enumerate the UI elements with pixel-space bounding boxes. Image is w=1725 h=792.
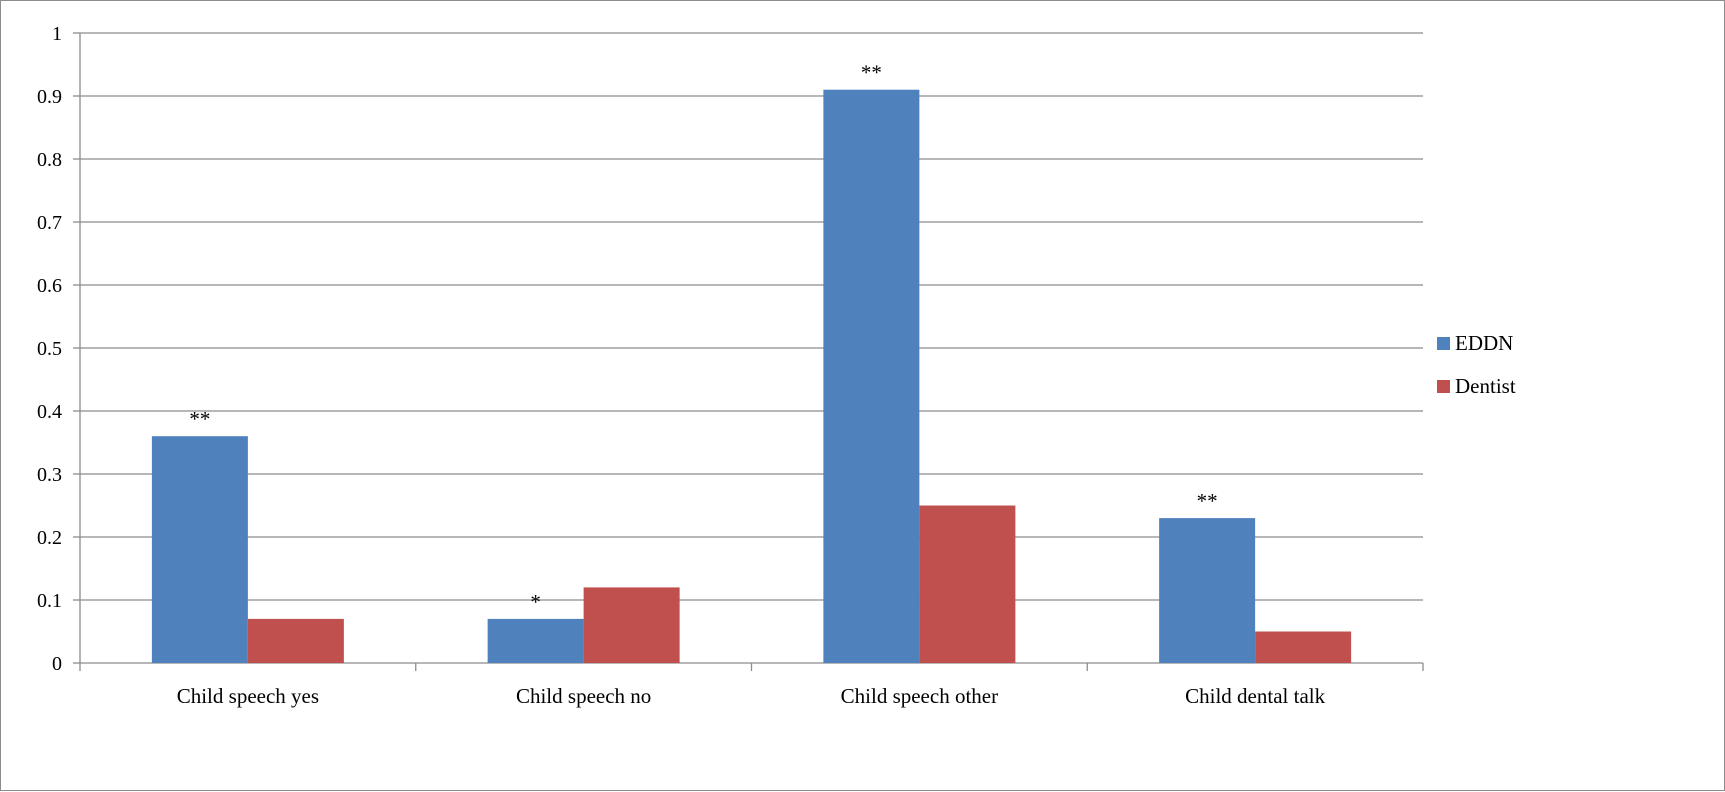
significance-marker: *	[530, 590, 541, 614]
bar-eddn-0	[151, 436, 248, 663]
y-tick-label: 0.4	[37, 401, 62, 423]
bar-dentist-3	[1255, 631, 1352, 663]
category-label: Child dental talk	[1185, 684, 1325, 708]
category-label: Child speech yes	[177, 684, 319, 708]
y-tick-label: 0.1	[37, 590, 62, 612]
bar-dentist-0	[247, 618, 344, 663]
y-tick-label: 0.2	[37, 527, 62, 549]
y-tick-label: 0.3	[37, 464, 62, 486]
category-label: Child speech other	[841, 684, 998, 708]
y-tick-label: 0.6	[37, 275, 62, 297]
legend-swatch-eddn	[1437, 337, 1450, 350]
bar-eddn-1	[487, 618, 584, 663]
bar-eddn-2	[823, 89, 920, 663]
y-tick-label: 0	[52, 653, 62, 675]
y-tick-label: 1	[52, 23, 62, 45]
y-tick-label: 0.9	[37, 86, 62, 108]
bar-dentist-2	[919, 505, 1016, 663]
legend-label-dentist: Dentist	[1455, 374, 1516, 398]
significance-marker: **	[1197, 489, 1218, 513]
bar-eddn-3	[1159, 518, 1256, 663]
y-tick-label: 0.7	[37, 212, 62, 234]
bar-dentist-1	[583, 587, 680, 663]
legend-label-eddn: EDDN	[1455, 331, 1513, 355]
y-tick-label: 0.8	[37, 149, 62, 171]
significance-marker: **	[861, 61, 882, 85]
legend-swatch-dentist	[1437, 380, 1450, 393]
significance-marker: **	[189, 407, 210, 431]
y-tick-label: 0.5	[37, 338, 62, 360]
category-label: Child speech no	[516, 684, 651, 708]
